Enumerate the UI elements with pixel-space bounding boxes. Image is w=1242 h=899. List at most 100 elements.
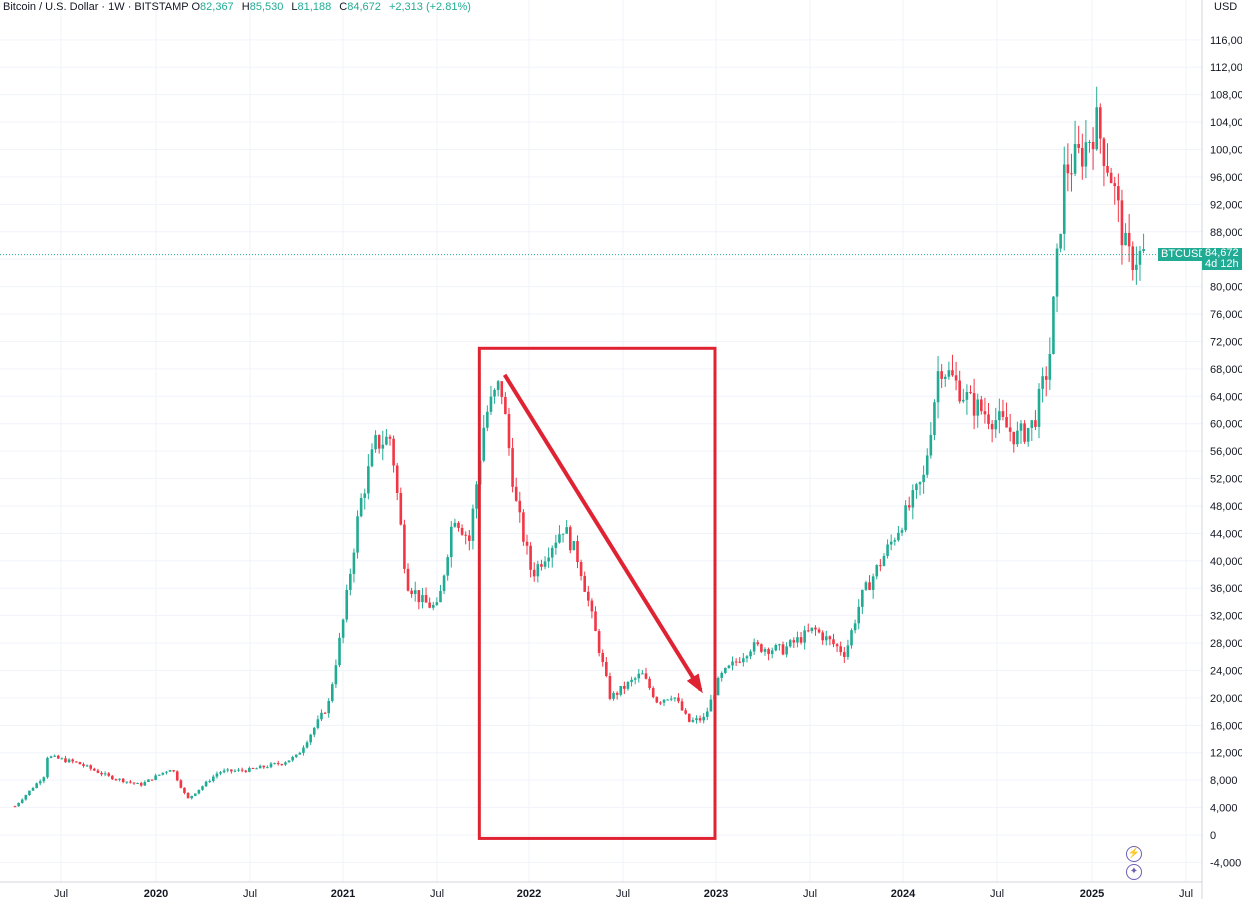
candle-body <box>1041 376 1044 389</box>
candle-body <box>129 781 132 783</box>
low-value: 81,188 <box>297 1 332 13</box>
candle-body <box>428 602 431 608</box>
symbol-title: Bitcoin / U.S. Dollar · 1W · BITSTAMP <box>3 1 189 13</box>
candle-body <box>951 370 954 376</box>
candle-body <box>861 589 864 607</box>
candle-body <box>998 411 1001 421</box>
y-tick-label: 32,000 <box>1210 611 1242 623</box>
candle-body <box>936 371 940 403</box>
y-tick-label: 20,000 <box>1210 693 1242 705</box>
candle-body <box>904 505 907 531</box>
candle-body <box>453 522 457 527</box>
candle-body <box>1102 138 1106 167</box>
candle-body <box>60 758 64 760</box>
candle-body <box>666 699 669 701</box>
candle-body <box>251 768 255 770</box>
candle-body <box>161 772 165 775</box>
candle-body <box>64 758 67 763</box>
candle-body <box>230 769 233 772</box>
candle-body <box>720 672 724 678</box>
candle-body <box>132 782 136 784</box>
x-tick-label: Jul <box>803 888 817 899</box>
candle-body <box>67 759 71 763</box>
x-tick-label: Jul <box>54 888 68 899</box>
candle-body <box>698 718 702 721</box>
candle-body <box>788 640 792 647</box>
flag-icon[interactable]: ✦ <box>1126 864 1142 880</box>
candle-body <box>312 727 316 735</box>
candle-body <box>716 677 720 696</box>
candle-body <box>832 639 835 645</box>
high-key: H <box>241 1 250 13</box>
candle-body <box>857 606 861 624</box>
candle-body <box>889 541 893 545</box>
candle-body <box>976 399 980 416</box>
candle-body <box>835 644 839 647</box>
currency-unit[interactable]: USD <box>1214 1 1238 13</box>
candle-body <box>334 665 338 685</box>
candle-body <box>150 779 154 781</box>
candle-body <box>1095 107 1099 150</box>
y-tick-label: 72,000 <box>1210 336 1242 348</box>
candle-body <box>745 656 749 659</box>
symbol-legend: Bitcoin / U.S. Dollar · 1W · BITSTAMP O8… <box>3 1 476 13</box>
candle-body <box>687 713 691 722</box>
candle-body <box>1023 423 1026 442</box>
x-tick-label: 2023 <box>704 888 728 899</box>
candle-body <box>767 649 770 654</box>
candle-body <box>136 783 139 785</box>
candle-body <box>579 562 583 577</box>
candle-body <box>947 370 951 377</box>
open-value: 82,367 <box>200 1 234 13</box>
candle-body <box>316 719 320 728</box>
x-tick-label: Jul <box>616 888 630 899</box>
y-tick-label: 80,000 <box>1210 282 1242 294</box>
candle-body <box>496 381 500 390</box>
candle-body <box>886 544 889 556</box>
y-tick-label: 36,000 <box>1210 583 1242 595</box>
candle-body <box>172 770 175 772</box>
candle-body <box>464 534 468 536</box>
candle-body <box>500 381 504 397</box>
candle-body <box>846 645 850 657</box>
candle-body <box>821 632 824 641</box>
candle-body <box>659 702 662 704</box>
y-tick-label: 112,000 <box>1210 62 1242 74</box>
candle-body <box>287 760 291 763</box>
candle-body <box>93 768 96 771</box>
current-price-label: BTCUSD 84,672 4d 12h <box>1158 248 1242 270</box>
candle-body <box>724 668 727 673</box>
candle-body <box>814 627 817 630</box>
candle-body <box>446 557 449 576</box>
candle-body <box>237 769 240 771</box>
candle-body <box>507 414 511 449</box>
candle-body <box>561 533 565 535</box>
candle-body <box>240 769 244 771</box>
candle-body <box>139 783 143 786</box>
candle-body <box>641 673 644 675</box>
candle-body <box>655 697 659 703</box>
candle-body <box>486 411 489 428</box>
candle-body <box>576 541 579 563</box>
candle-body <box>183 787 186 793</box>
candle-body <box>352 552 356 574</box>
candle-body <box>28 790 31 796</box>
candle-body <box>853 623 857 631</box>
y-tick-label: 12,000 <box>1210 748 1242 760</box>
candle-body <box>532 569 536 577</box>
candle-body <box>38 781 42 784</box>
candle-body <box>330 684 334 701</box>
lightning-icon[interactable]: ⚡ <box>1126 846 1142 862</box>
candle-body <box>107 773 111 776</box>
candle-body <box>972 393 976 416</box>
candle-body <box>803 630 806 643</box>
candle-body <box>1131 246 1135 270</box>
candle-body <box>929 434 933 456</box>
candle-body <box>897 532 900 541</box>
candle-body <box>367 466 370 494</box>
candle-body <box>1113 183 1117 187</box>
candle-body <box>1012 431 1016 445</box>
candle-body <box>612 692 615 699</box>
candle-body <box>633 678 637 680</box>
